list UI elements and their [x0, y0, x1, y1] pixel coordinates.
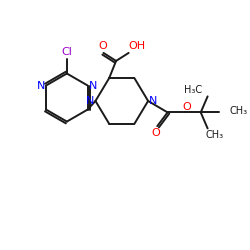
Text: O: O — [182, 102, 191, 113]
Text: CH₃: CH₃ — [229, 106, 248, 116]
Text: N: N — [88, 80, 97, 90]
Text: N: N — [86, 96, 94, 106]
Text: O: O — [98, 42, 107, 51]
Text: Cl: Cl — [62, 47, 72, 57]
Text: H₃C: H₃C — [184, 84, 202, 94]
Text: N: N — [37, 80, 45, 90]
Text: N: N — [149, 96, 157, 106]
Text: CH₃: CH₃ — [205, 130, 224, 140]
Text: OH: OH — [129, 42, 146, 51]
Text: O: O — [152, 128, 160, 138]
